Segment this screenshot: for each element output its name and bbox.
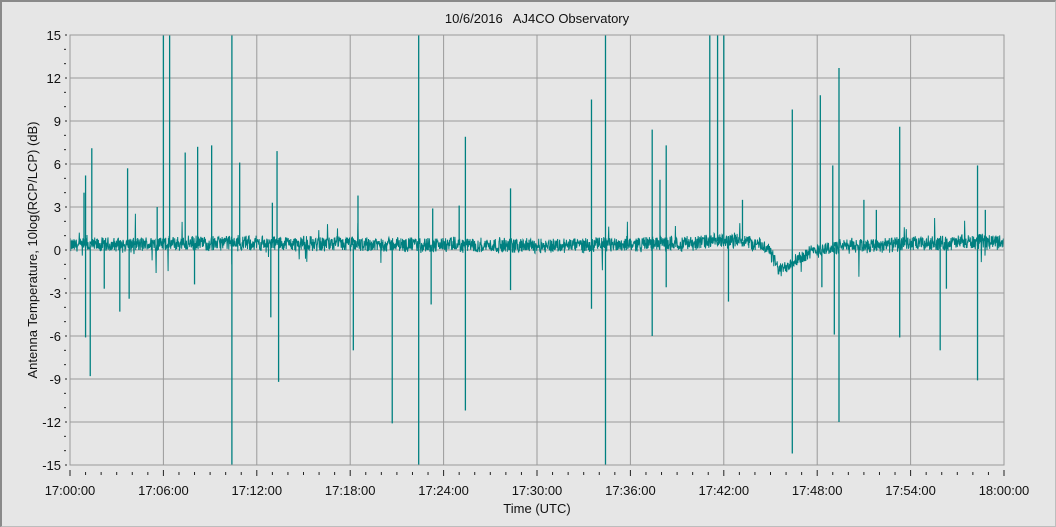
series-line (69, 213, 1005, 277)
x-tick-label: 17:18:00 (325, 483, 376, 498)
axis-ticks: 15 12 9 6 3 0 -3 -6 -9 -12 -15 17:00:00 17:06:00 17:1… (42, 28, 1029, 498)
y-tick-label: 15 (47, 28, 61, 43)
y-tick-label: -3 (49, 286, 61, 301)
x-tick-label: 17:42:00 (698, 483, 749, 498)
x-tick-label: 17:48:00 (792, 483, 843, 498)
y-tick-label: -15 (42, 458, 61, 473)
y-tick-label: 9 (54, 114, 61, 129)
x-tick-label: 17:30:00 (512, 483, 563, 498)
y-tick-label: 0 (54, 243, 61, 258)
y-tick-label: -6 (49, 329, 61, 344)
chart-title: 10/6/2016 AJ4CO Observatory (445, 11, 630, 26)
x-axis-label: Time (UTC) (503, 501, 570, 516)
y-tick-label: 12 (47, 71, 61, 86)
y-tick-label: -9 (49, 372, 61, 387)
x-tick-label: 17:12:00 (231, 483, 282, 498)
y-tick-label: 3 (54, 200, 61, 215)
x-tick-label: 17:24:00 (418, 483, 469, 498)
x-tick-label: 17:00:00 (45, 483, 96, 498)
x-tick-label: 17:54:00 (885, 483, 936, 498)
x-tick-label: 17:36:00 (605, 483, 656, 498)
series (69, 35, 1005, 465)
y-tick-label: -12 (42, 415, 61, 430)
x-tick-label: 18:00:00 (979, 483, 1030, 498)
y-axis-label: Antenna Temperature, 10log(RCP/LCP) (dB) (25, 122, 40, 379)
x-tick-label: 17:06:00 (138, 483, 189, 498)
y-tick-label: 6 (54, 157, 61, 172)
plot-frame (69, 34, 1005, 466)
